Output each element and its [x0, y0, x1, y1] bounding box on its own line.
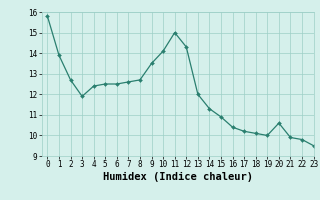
X-axis label: Humidex (Indice chaleur): Humidex (Indice chaleur) — [103, 172, 252, 182]
